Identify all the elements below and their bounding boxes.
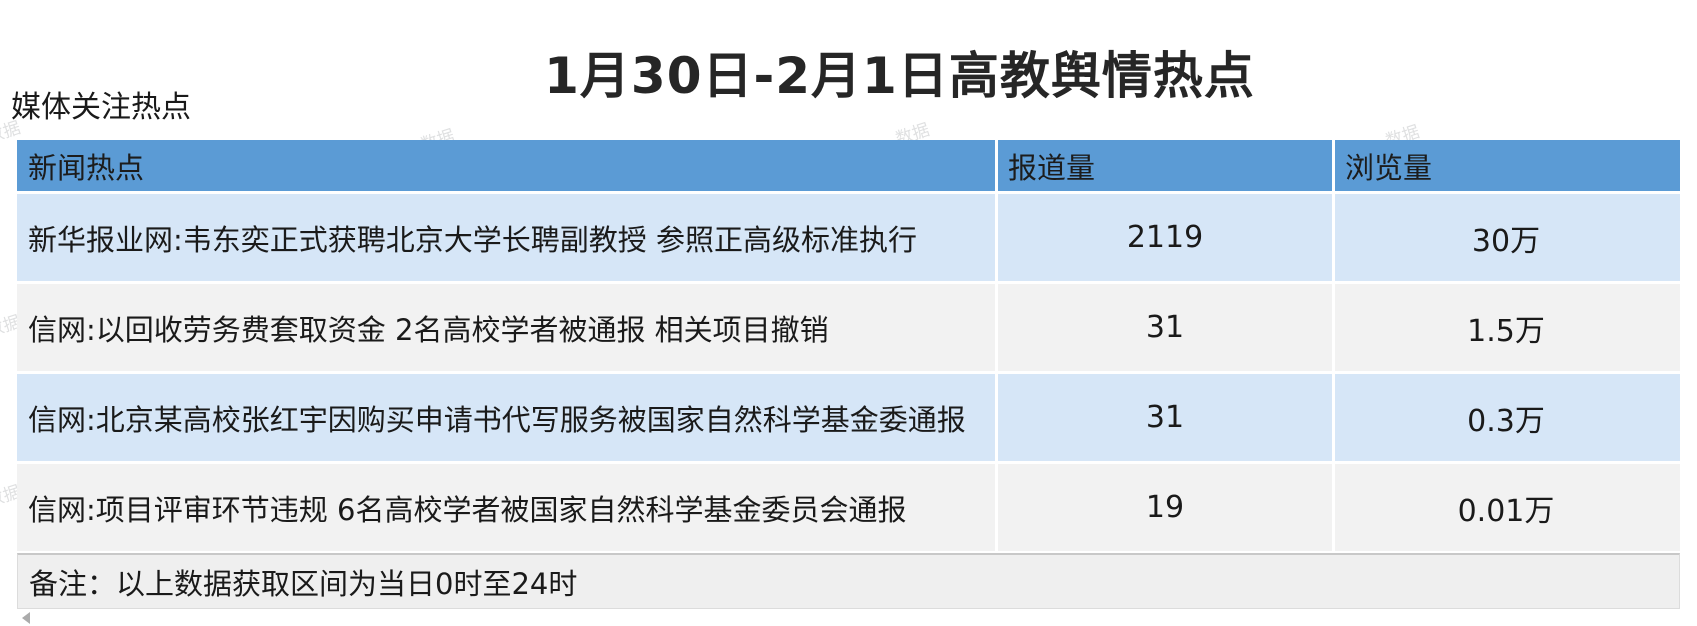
header-cell-topic: 新闻热点 (17, 140, 998, 191)
table-footer-note: 备注：以上数据获取区间为当日0时至24时 (17, 553, 1680, 609)
cell-views: 1.5万 (1467, 313, 1545, 349)
table-header-row: 新闻热点 报道量 浏览量 (17, 140, 1680, 191)
table-row: 信网:以回收劳务费套取资金 2名高校学者被通报 相关项目撤销 31 1.5万 (17, 284, 1680, 371)
news-table: 新闻热点 报道量 浏览量 新华报业网:韦东奕正式获聘北京大学长聘副教授 参照正高… (17, 140, 1680, 609)
cell-reports: 31 (998, 284, 1335, 371)
page-title: 1月30日-2月1日高教舆情热点 (544, 46, 1255, 105)
cell-reports: 19 (998, 464, 1335, 551)
cell-topic: 新华报业网:韦东奕正式获聘北京大学长聘副教授 参照正高级标准执行 (17, 194, 998, 281)
table-row: 新华报业网:韦东奕正式获聘北京大学长聘副教授 参照正高级标准执行 2119 30… (17, 194, 1680, 281)
cell-views: 30万 (1471, 223, 1541, 259)
header-cell-views: 浏览量 (1345, 150, 1433, 185)
section-label: 媒体关注热点 (11, 90, 191, 125)
cell-views: 0.3万 (1467, 403, 1545, 439)
table-row: 信网:北京某高校张红宇因购买申请书代写服务被国家自然科学基金委通报 31 0.3… (17, 374, 1680, 461)
cell-reports: 2119 (998, 194, 1335, 281)
header-cell-reports: 报道量 (998, 140, 1335, 191)
scrollbar-left-arrow-icon[interactable] (22, 612, 30, 624)
cell-topic: 信网:以回收劳务费套取资金 2名高校学者被通报 相关项目撤销 (17, 284, 998, 371)
cell-views: 0.01万 (1457, 493, 1555, 529)
cell-topic: 信网:项目评审环节违规 6名高校学者被国家自然科学基金委员会通报 (17, 464, 998, 551)
cell-topic: 信网:北京某高校张红宇因购买申请书代写服务被国家自然科学基金委通报 (17, 374, 998, 461)
table-row: 信网:项目评审环节违规 6名高校学者被国家自然科学基金委员会通报 19 0.01… (17, 464, 1680, 551)
cell-reports: 31 (998, 374, 1335, 461)
